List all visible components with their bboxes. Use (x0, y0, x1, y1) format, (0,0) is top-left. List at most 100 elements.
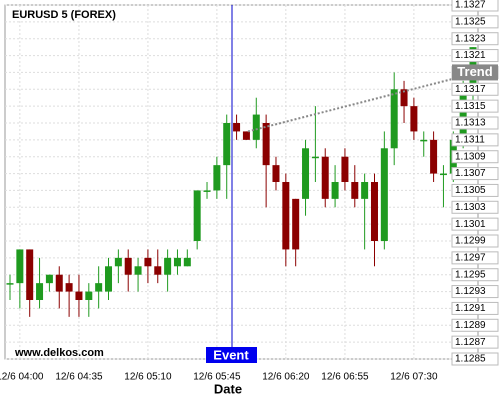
candle-body (173, 257, 181, 267)
candle-body (6, 283, 14, 285)
candle-body (16, 249, 24, 284)
y-tick-label: 1.1311 (455, 134, 485, 145)
candle-body (124, 257, 132, 275)
y-tick-label: 1.1325 (455, 16, 486, 27)
y-tick-box (451, 15, 499, 29)
candle-body (351, 182, 359, 199)
x-tick-label: 12/6 06:20 (262, 372, 310, 383)
y-tick-label: 1.1327 (455, 0, 486, 11)
y-tick-label: 1.1285 (455, 354, 486, 365)
y-tick-box (451, 167, 499, 181)
candle-body (370, 182, 378, 241)
candles (6, 47, 479, 317)
candle-body (144, 257, 152, 267)
candle-body (213, 165, 221, 191)
y-tick-box (451, 49, 499, 63)
candle-body (282, 182, 290, 250)
candle-body (410, 106, 418, 132)
candle-body (193, 190, 201, 241)
candle-body (311, 156, 319, 159)
y-tick-box (451, 150, 499, 164)
candle-body (341, 156, 349, 182)
candle-body (390, 89, 398, 149)
candle-body (36, 283, 44, 300)
y-tick-box (451, 32, 499, 46)
chart-title: EURUSD 5 (FOREX) (12, 9, 116, 21)
y-tick-label: 1.1301 (455, 219, 486, 230)
x-tick-label: 12/6 05:45 (193, 372, 241, 383)
candle-body (105, 266, 113, 292)
y-tick-box (451, 82, 499, 96)
candle-body (154, 266, 162, 275)
y-tick-box (451, 0, 499, 12)
y-tick-label: 1.1305 (455, 185, 486, 196)
trend-label: Trend (457, 64, 492, 79)
y-tick-label: 1.1323 (455, 33, 486, 44)
y-tick-label: 1.1295 (455, 269, 486, 280)
y-tick-box (451, 268, 499, 282)
candle-body (292, 198, 300, 250)
candle-body (361, 182, 369, 199)
y-tick-label: 1.1289 (455, 320, 486, 331)
candle-body (164, 257, 172, 275)
candle-body (114, 257, 122, 267)
y-tick-box (451, 285, 499, 299)
trend-box (452, 64, 498, 81)
y-tick-label: 1.1315 (455, 101, 486, 112)
candle-body (223, 123, 231, 166)
candle-body (380, 148, 388, 241)
y-tick-label: 1.1309 (455, 151, 486, 162)
y-tick-box (451, 234, 499, 248)
x-tick-label: 12/6 06:55 (321, 372, 369, 383)
y-tick-box (451, 318, 499, 332)
candle-body (233, 123, 241, 132)
x-tick-label: 12/6 04:00 (0, 372, 44, 383)
y-tick-label: 1.1293 (455, 286, 486, 297)
candle-body (242, 131, 250, 140)
candle-body (252, 114, 260, 140)
trend-line (247, 71, 479, 133)
x-tick-label: 12/6 04:35 (55, 372, 103, 383)
candle-body (262, 123, 270, 166)
candle-body (75, 291, 83, 300)
y-tick-box (451, 183, 499, 197)
y-tick-box (451, 251, 499, 265)
y-tick-label: 1.1303 (455, 202, 486, 213)
candle-body (302, 148, 310, 199)
event-label: Event (213, 347, 249, 362)
candle-body (331, 182, 339, 199)
y-tick-box (451, 352, 499, 366)
x-axis-title: Date (214, 381, 242, 396)
y-tick-box (451, 200, 499, 214)
y-tick-label: 1.1287 (455, 337, 486, 348)
x-tick-label: 12/6 05:10 (124, 372, 172, 383)
candle-body (183, 257, 191, 267)
y-tick-box (451, 116, 499, 130)
candle-body (400, 89, 408, 107)
candle-body (321, 156, 329, 199)
candle-body (459, 89, 467, 140)
y-tick-label: 1.1297 (455, 252, 486, 263)
y-tick-label: 1.1307 (455, 168, 486, 179)
y-tick-box (451, 217, 499, 231)
candle-body (430, 139, 438, 174)
y-tick-box (451, 99, 499, 113)
candle-body (26, 249, 34, 300)
candle-body (203, 190, 211, 192)
y-tick-box (451, 335, 499, 349)
candle-body (55, 274, 63, 292)
y-tick-label: 1.1299 (455, 236, 486, 247)
axis: 1.1285 1.1287 1.1289 1.1291 1.1293 1.1295 1.12… (0, 0, 499, 383)
candle-body (420, 139, 428, 142)
candle-body (439, 173, 447, 176)
candle-body (272, 165, 280, 182)
candle-body (95, 283, 103, 292)
y-tick-label: 1.1313 (455, 118, 486, 129)
watermark: www.delkos.com (14, 347, 104, 359)
y-tick-box (451, 301, 499, 315)
y-tick-label: 1.1317 (455, 84, 486, 95)
candle-body (85, 291, 93, 300)
y-tick-label: 1.1291 (455, 303, 486, 314)
